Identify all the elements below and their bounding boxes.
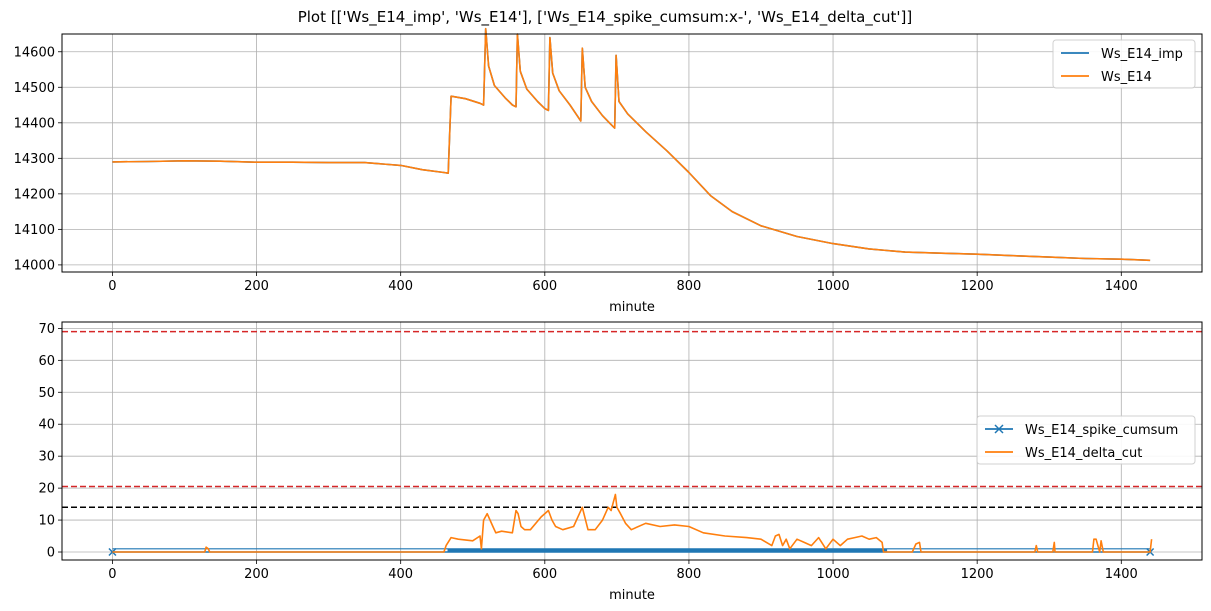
x-tick-label: 0 xyxy=(108,567,116,582)
y-tick-label: 14500 xyxy=(14,81,55,96)
top-xticks: 0 200 400 600 800 1000 1200 1400 xyxy=(108,272,1138,294)
legend-marker-spike-cumsum xyxy=(994,424,1004,434)
y-tick-label: 14200 xyxy=(14,187,55,202)
x-tick-label: 1400 xyxy=(1105,279,1138,294)
bottom-axes-frame xyxy=(61,321,1203,561)
top-legend: Ws_E14_imp Ws_E14 xyxy=(1052,39,1196,89)
y-tick-label: 20 xyxy=(38,482,55,497)
x-tick-label: 1400 xyxy=(1105,567,1138,582)
bottom-yticks: 0 10 20 30 40 50 60 70 xyxy=(38,322,62,561)
x-tick-label: 1200 xyxy=(961,567,994,582)
x-tick-label: 200 xyxy=(244,567,269,582)
bottom-threshold-lines xyxy=(62,330,1202,509)
series-ws-e14-delta-cut xyxy=(112,493,1153,553)
x-tick-label: 800 xyxy=(677,279,702,294)
figure-title: Plot [['Ws_E14_imp', 'Ws_E14'], ['Ws_E14… xyxy=(298,8,913,27)
legend-label-delta-cut: Ws_E14_delta_cut xyxy=(1025,446,1142,461)
y-tick-label: 14000 xyxy=(14,258,55,273)
top-axes-frame xyxy=(61,33,1203,273)
x-tick-label: 400 xyxy=(388,567,413,582)
x-tick-label: 1000 xyxy=(817,567,850,582)
y-tick-label: 0 xyxy=(47,546,55,561)
legend-label-ws-e14-imp: Ws_E14_imp xyxy=(1101,47,1183,62)
y-tick-label: 14400 xyxy=(14,116,55,131)
x-tick-label: 400 xyxy=(388,279,413,294)
x-tick-label: 200 xyxy=(244,279,269,294)
bottom-series xyxy=(108,493,1155,557)
y-tick-label: 14100 xyxy=(14,223,55,238)
top-xlabel: minute xyxy=(609,300,655,315)
x-tick-label: 600 xyxy=(532,279,557,294)
bottom-xticks: 0 200 400 600 800 1000 1200 1400 xyxy=(108,560,1138,582)
x-tick-label: 0 xyxy=(108,279,116,294)
y-tick-label: 50 xyxy=(38,386,55,401)
y-tick-label: 14300 xyxy=(14,152,55,167)
bottom-legend: Ws_E14_spike_cumsum Ws_E14_delta_cut xyxy=(976,415,1196,465)
top-yticks: 14000 14100 14200 14300 14400 14500 14600 xyxy=(14,45,62,273)
top-series xyxy=(112,27,1151,262)
y-tick-label: 70 xyxy=(38,322,55,337)
y-tick-label: 40 xyxy=(38,418,55,433)
y-tick-label: 10 xyxy=(38,514,55,529)
series-ws-e14 xyxy=(112,27,1151,262)
bottom-subplot: 0 200 400 600 800 1000 1200 1400 0 10 20 30 40 50 60 7… xyxy=(38,321,1203,603)
x-tick-label: 1000 xyxy=(817,279,850,294)
y-tick-label: 30 xyxy=(38,450,55,465)
y-tick-label: 60 xyxy=(38,354,55,369)
series-ws-e14-imp xyxy=(112,27,1151,262)
legend-label-ws-e14: Ws_E14 xyxy=(1101,70,1152,85)
y-tick-label: 14600 xyxy=(14,45,55,60)
x-tick-label: 800 xyxy=(677,567,702,582)
top-subplot: 0 200 400 600 800 1000 1200 1400 14000 14100 1420… xyxy=(14,27,1203,315)
x-tick-label: 600 xyxy=(532,567,557,582)
series-ws-e14-spike-cumsum-band xyxy=(447,548,888,553)
bottom-xlabel: minute xyxy=(609,588,655,603)
top-grid xyxy=(62,34,1202,272)
legend-label-spike-cumsum: Ws_E14_spike_cumsum xyxy=(1025,423,1178,438)
x-tick-label: 1200 xyxy=(961,279,994,294)
